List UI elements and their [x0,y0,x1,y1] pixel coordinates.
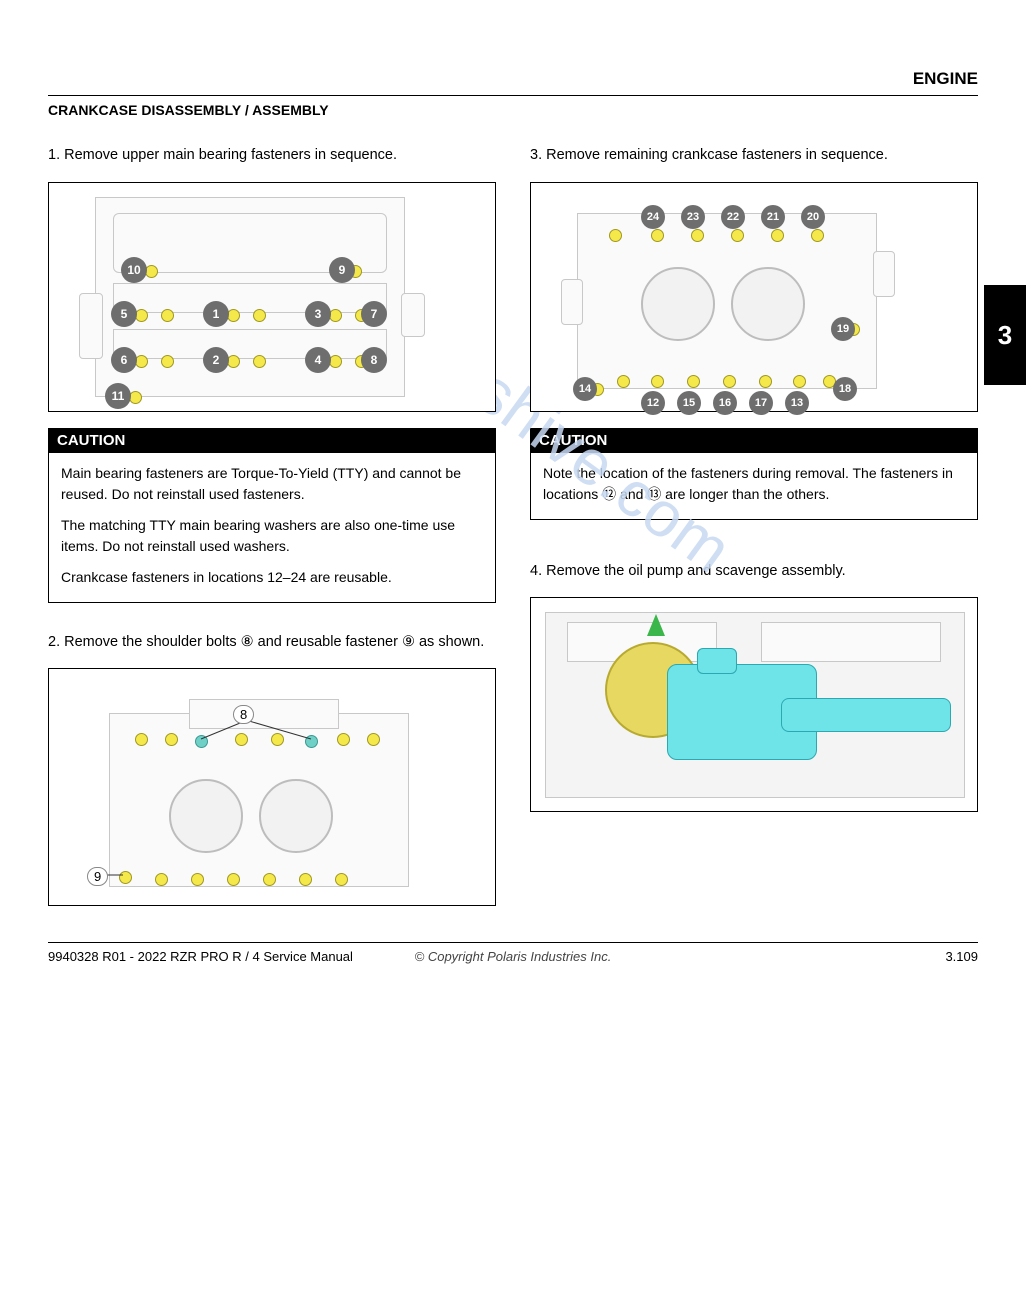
cylinder-bore [731,267,805,341]
sequence-marker: 6 [111,347,137,373]
bolt-icon [651,375,664,388]
step-1: 1. Remove upper main bearing fasteners i… [48,146,496,166]
columns: 1. Remove upper main bearing fasteners i… [48,146,978,906]
left-column: 1. Remove upper main bearing fasteners i… [48,146,496,906]
sequence-marker: 9 [329,257,355,283]
pump-detail [697,648,737,674]
caution-p2: The matching TTY main bearing washers ar… [61,515,483,557]
sequence-marker: 22 [721,205,745,229]
bolt-icon [253,309,266,322]
bolt-icon [253,355,266,368]
engine-detail [401,293,425,337]
engine-detail [113,329,387,359]
sequence-marker: 12 [641,391,665,415]
engine-outline [577,213,877,389]
caution-head-2: CAUTION [530,428,978,453]
sequence-marker: 20 [801,205,825,229]
bolt-icon [617,375,630,388]
sequence-marker: 11 [105,383,131,409]
footer-copyright: © Copyright Polaris Industries Inc. [415,949,612,964]
figure-upper-fasteners: 10 9 5 1 3 7 6 2 4 8 11 [48,182,496,412]
sequence-marker: 15 [677,391,701,415]
step-2: 2. Remove the shoulder bolts ⑧ and reusa… [48,633,496,653]
bolt-icon [161,355,174,368]
sequence-marker: 3 [305,301,331,327]
engine-detail [761,622,941,662]
sequence-marker: 23 [681,205,705,229]
bolt-icon [759,375,772,388]
bolt-icon [691,229,704,242]
figure-shoulder-bolts: 89 [48,668,496,906]
sequence-marker: 17 [749,391,773,415]
caution-p3: Crankcase fasteners in locations 12–24 a… [61,567,483,588]
page: ENGINE CRANKCASE DISASSEMBLY / ASSEMBLY … [0,0,1026,994]
caution-body-2: Note the location of the fasteners durin… [530,453,978,520]
bolt-icon [609,229,622,242]
sequence-marker: 19 [831,317,855,341]
sequence-marker: 2 [203,347,229,373]
bolt-icon [723,375,736,388]
callout-label: 9 [87,867,108,886]
sequence-marker: 8 [361,347,387,373]
caution-body-1: Main bearing fasteners are Torque-To-Yie… [48,453,496,603]
sequence-marker: 14 [573,377,597,401]
callout-label: 8 [233,705,254,724]
footer-left: 9940328 R01 - 2022 RZR PRO R / 4 Service… [48,949,353,964]
bolt-icon [687,375,700,388]
sequence-marker: 13 [785,391,809,415]
sequence-marker: 18 [833,377,857,401]
arrow-up-icon [647,614,665,636]
bolt-icon [771,229,784,242]
figure-remaining-fasteners: 24 23 22 21 20 19 14 18 12 15 16 17 13 [530,182,978,412]
engine-detail [561,279,583,325]
sequence-marker: 4 [305,347,331,373]
engine-detail [873,251,895,297]
right-column: 3. Remove remaining crankcase fasteners … [530,146,978,906]
section-label: CRANKCASE DISASSEMBLY / ASSEMBLY [48,102,978,118]
caution-p1: Main bearing fasteners are Torque-To-Yie… [61,463,483,505]
footer: 9940328 R01 - 2022 RZR PRO R / 4 Service… [48,942,978,964]
engine-detail [79,293,103,359]
caution-head-1: CAUTION [48,428,496,453]
sequence-marker: 24 [641,205,665,229]
sequence-marker: 21 [761,205,785,229]
sequence-marker: 1 [203,301,229,327]
bolt-icon [793,375,806,388]
step-4: 4. Remove the oil pump and scavenge asse… [530,562,978,582]
step-3: 3. Remove remaining crankcase fasteners … [530,146,978,166]
cylinder-bore [641,267,715,341]
sequence-marker: 7 [361,301,387,327]
chapter-tab: 3 [984,285,1026,385]
bolt-icon [731,229,744,242]
header-title: ENGINE [913,69,978,89]
bolt-icon [651,229,664,242]
footer-page: 3.109 [945,949,978,964]
caution-p: Note the location of the fasteners durin… [543,463,965,505]
sequence-marker: 5 [111,301,137,327]
sequence-marker: 16 [713,391,737,415]
bolt-icon [811,229,824,242]
figure-oil-pump [530,597,978,812]
header: ENGINE [48,40,978,96]
bolt-icon [161,309,174,322]
scavenge-tube [781,698,951,732]
leader-lines [49,669,495,905]
engine-detail [113,283,387,313]
sequence-marker: 10 [121,257,147,283]
